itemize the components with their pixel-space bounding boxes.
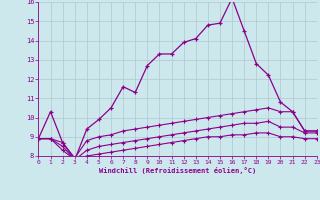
X-axis label: Windchill (Refroidissement éolien,°C): Windchill (Refroidissement éolien,°C) (99, 167, 256, 174)
